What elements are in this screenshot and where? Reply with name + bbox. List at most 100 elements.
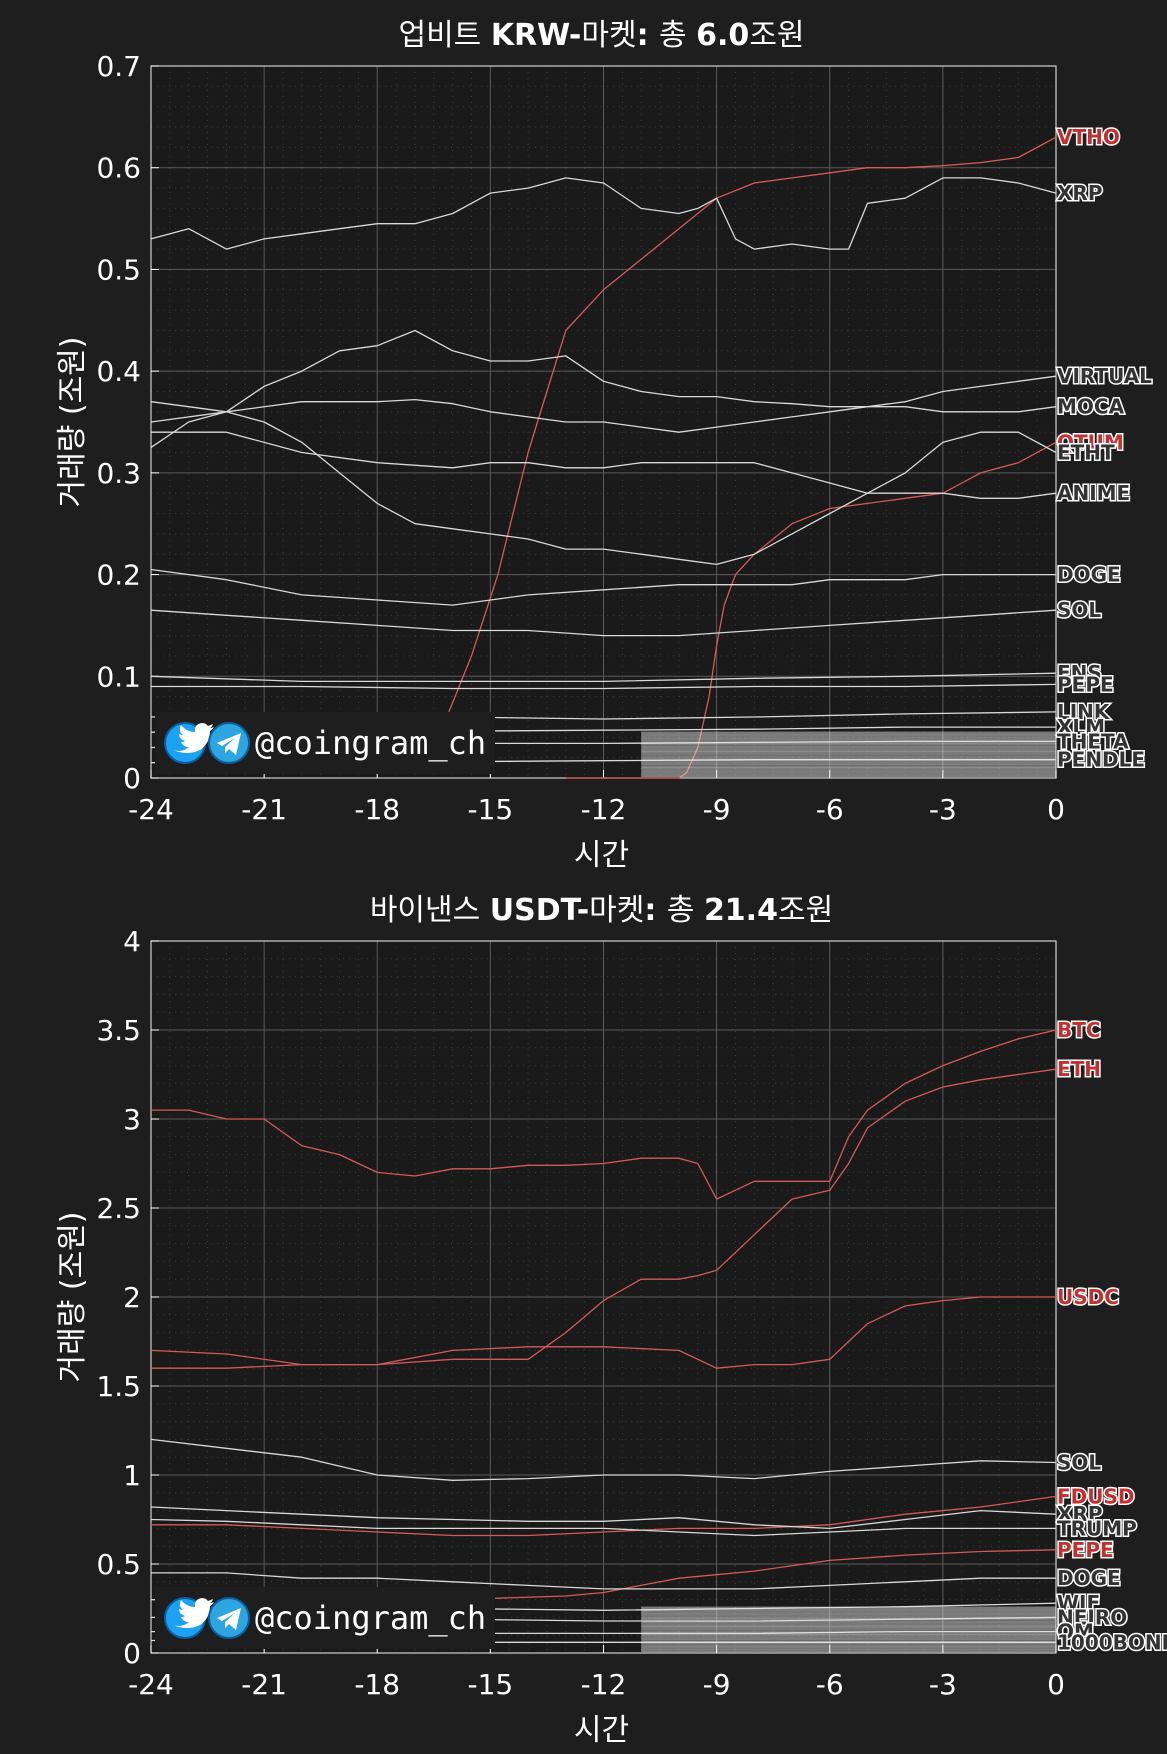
- series-line-doge: [150, 568, 1056, 606]
- series-label-pepe: PEPE: [1057, 672, 1114, 696]
- series-line-moca: [150, 329, 1057, 448]
- y-tick-label: 1: [123, 1459, 141, 1492]
- x-tick-label: -12: [581, 1668, 627, 1701]
- y-tick-label: 0.5: [96, 253, 141, 286]
- y-tick-label: 0.2: [96, 559, 141, 592]
- series-label-etht: ETHT: [1057, 441, 1115, 465]
- series-label-neiro: NEIRO: [1057, 1605, 1127, 1629]
- chart-title: 업비트 KRW-마켓: 총 6.0조원: [398, 18, 804, 53]
- series-line-sol: [150, 1438, 1057, 1481]
- telegram-plane: [217, 1608, 241, 1630]
- telegram-plane: [217, 733, 241, 755]
- y-tick-label: 2: [123, 1281, 141, 1314]
- x-tick-label: -3: [929, 793, 957, 826]
- series-line-ens: [150, 672, 1057, 683]
- y-tick-label: 0.1: [96, 660, 141, 693]
- series-label-pendle: PENDLE: [1057, 748, 1145, 772]
- series-line-btc: [151, 1029, 1057, 1200]
- x-tick-label: 0: [1047, 1668, 1065, 1701]
- series-label-theta: THETA: [1057, 729, 1129, 753]
- chart-title-part: 바이낸스: [370, 893, 490, 928]
- x-tick-label: -3: [929, 1668, 957, 1701]
- watermark: @coingram_ch: [155, 1587, 495, 1649]
- series-line-doge: [151, 1572, 1056, 1590]
- series-label-fdusd: FDUSD: [1057, 1484, 1135, 1508]
- series-line-xrp: [150, 1506, 1057, 1530]
- y-axis-label: 거래량 (조원): [55, 1212, 90, 1383]
- x-tick-label: -12: [581, 793, 627, 826]
- y-tick-label: 0.5: [96, 1548, 141, 1581]
- series-label-xlm: XLM: [1057, 715, 1105, 739]
- chart-title-part: USDT-: [490, 893, 589, 928]
- series-label-link: LINK: [1057, 700, 1111, 724]
- series-line-anime: [151, 431, 1057, 499]
- series-line-sol: [150, 609, 1057, 637]
- series-line-eth: [151, 1068, 1057, 1369]
- series-label-trump: TRUMP: [1057, 1516, 1137, 1540]
- chart-title-part: 21.4: [704, 893, 778, 928]
- x-tick-label: -15: [468, 1668, 514, 1701]
- watermark-handle: @coingram_ch: [255, 1599, 486, 1637]
- x-tick-label: -9: [703, 1668, 731, 1701]
- x-axis-label: 시간: [574, 1713, 629, 1748]
- series-label-virtual: VIRTUAL: [1057, 364, 1152, 388]
- y-tick-label: 0.6: [96, 152, 141, 185]
- x-tick-label: -21: [241, 793, 287, 826]
- series-label-usdc: USDC: [1057, 1285, 1119, 1309]
- chart-title-part: 마켓: [589, 893, 644, 928]
- series-label-wif: WIF: [1057, 1591, 1100, 1615]
- series-label-xrp: XRP: [1057, 1502, 1102, 1526]
- x-tick-label: -6: [816, 1668, 844, 1701]
- chart-title: 바이낸스 USDT-마켓: 총 21.4조원: [370, 893, 833, 928]
- series-label-doge: DOGE: [1057, 1566, 1121, 1590]
- chart-title-part: 조원: [778, 893, 833, 928]
- chart-title-part: 총: [659, 18, 696, 53]
- twitter-bird: [173, 723, 214, 753]
- telegram-icon: [208, 1597, 250, 1639]
- y-axis-label: 거래량 (조원): [55, 337, 90, 508]
- series-label-btc: BTC: [1057, 1018, 1101, 1042]
- series-label-eth: ETH: [1057, 1057, 1101, 1081]
- series-label-xrp: XRP: [1057, 181, 1102, 205]
- x-tick-label: -24: [128, 1668, 174, 1701]
- series-label-moca: MOCA: [1057, 395, 1125, 419]
- y-tick-label: 0: [123, 762, 141, 795]
- series-line-usdc: [150, 1296, 1056, 1369]
- chart-panel-2: -24 -21 -18 -15 -12 -9 -6 -3 0 0 0.5 1 1.5 2 2.5 3 3.5 4 B…: [55, 893, 1167, 1748]
- y-tick-label: 3.5: [96, 1014, 141, 1047]
- series-label-1000bonk: 1000BONK: [1057, 1630, 1167, 1654]
- chart-title-part: 업비트: [398, 18, 490, 53]
- x-tick-label: -15: [468, 793, 514, 826]
- chart-title-part: 조원: [749, 18, 804, 53]
- series-label-doge: DOGE: [1057, 563, 1121, 587]
- y-tick-label: 4: [123, 925, 141, 958]
- x-tick-label: -18: [354, 1668, 400, 1701]
- x-tick-label: -21: [241, 1668, 287, 1701]
- y-tick-label: 0: [123, 1637, 141, 1670]
- y-tick-label: 0.4: [96, 355, 141, 388]
- series-label-sol: SOL: [1057, 1451, 1101, 1475]
- watermark-handle: @coingram_ch: [255, 724, 486, 762]
- y-tick-label: 2.5: [96, 1192, 141, 1225]
- series-label-pepe: PEPE: [1057, 1538, 1114, 1562]
- y-tick-label: 3: [123, 1103, 141, 1136]
- y-tick-label: 0.7: [96, 50, 141, 83]
- x-tick-label: -6: [816, 793, 844, 826]
- chart-panel-1: -24 -21 -18 -15 -12 -9 -6 -3 0 0 0.1 0.2 0.3 0.4 0.5 0.…: [55, 18, 1154, 873]
- twitter-bird: [173, 1598, 214, 1628]
- series-label-qtum: QTUM: [1057, 430, 1124, 454]
- series-line-xrp: [150, 177, 1057, 250]
- chart-title-part: 6.0: [696, 18, 749, 53]
- y-tick-label: 0.3: [96, 457, 141, 490]
- series-line-virtual: [150, 375, 1057, 433]
- chart-title-part: KRW-: [491, 18, 582, 53]
- series-line-etht: [150, 401, 1057, 566]
- x-tick-label: 0: [1047, 793, 1065, 826]
- series-line-fdusd: [151, 1495, 1057, 1537]
- y-tick-label: 1.5: [96, 1370, 141, 1403]
- x-tick-label: -24: [128, 793, 174, 826]
- series-label-sol: SOL: [1057, 598, 1101, 622]
- chart-title-part: :: [644, 893, 666, 928]
